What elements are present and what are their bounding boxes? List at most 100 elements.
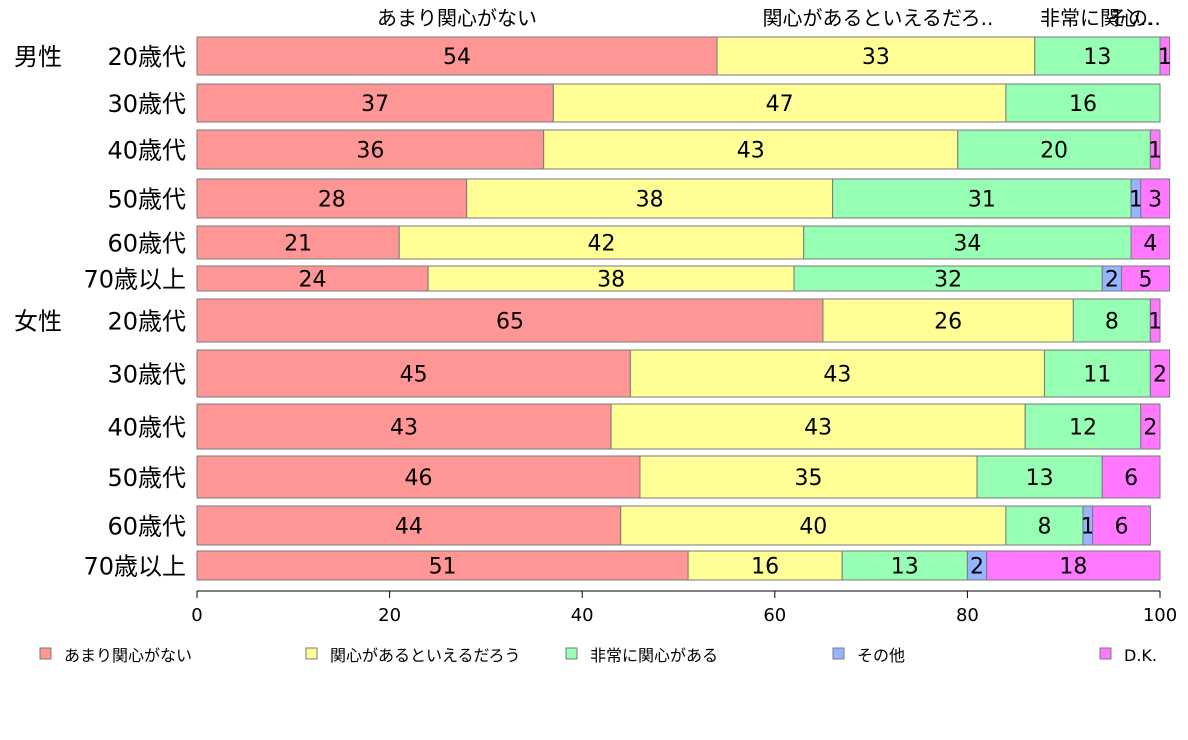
bar-row7-series1: [196, 298, 824, 343]
value-label-row12-series2: 16: [751, 555, 779, 580]
value-label-row11-series2: 40: [799, 515, 827, 540]
bar-row8-series3: [1043, 349, 1151, 398]
value-label-row3-series2: 43: [737, 139, 765, 164]
value-label-row1-series1: 54: [443, 45, 471, 70]
bar-row8-series1: [196, 349, 631, 398]
value-label-row1-series5: 1: [1158, 45, 1172, 70]
value-label-row2-series1: 37: [361, 92, 389, 117]
value-label-row8-series3: 11: [1083, 363, 1111, 388]
legend-label-5: D.K.: [1124, 646, 1157, 665]
legend-label-4: その他: [857, 646, 905, 665]
bar-row8-series5: [1149, 349, 1171, 398]
bar-row10-series2: [639, 455, 978, 499]
bar-row4-series1: [196, 178, 468, 219]
value-label-row5-series3: 34: [953, 232, 981, 257]
bar-row5-series3: [803, 225, 1132, 260]
bar-row6-series5: [1120, 265, 1171, 292]
value-label-row12-series4: 2: [970, 555, 984, 580]
value-label-row4-series3: 31: [968, 188, 996, 213]
value-label-row12-series3: 13: [891, 555, 919, 580]
value-label-row5-series1: 21: [284, 232, 312, 257]
value-label-row10-series5: 6: [1124, 466, 1138, 491]
value-label-row3-series1: 36: [356, 139, 384, 164]
value-label-row7-series3: 8: [1105, 310, 1119, 335]
value-label-row12-series5: 18: [1059, 555, 1087, 580]
bar-row12-series1: [196, 550, 689, 581]
value-label-row4-series2: 38: [636, 188, 664, 213]
bar-row3-series2: [543, 129, 959, 170]
bar-row6-series2: [427, 265, 795, 292]
value-label-row3-series5: 1: [1148, 139, 1162, 164]
bar-row8-series2: [629, 349, 1045, 398]
bar-row7-series2: [822, 298, 1074, 343]
group-label-female: 女性: [14, 308, 62, 336]
value-label-row6-series5: 5: [1139, 268, 1153, 293]
bar-row1-series1: [196, 36, 718, 76]
bar-row12-series3: [841, 550, 968, 581]
bar-row6-series1: [196, 265, 429, 292]
legend-swatch-3: [565, 647, 578, 660]
bar-row1-series2: [716, 36, 1036, 76]
value-label-row5-series2: 42: [587, 232, 615, 257]
value-label-row6-series3: 32: [934, 268, 962, 293]
row-label-6: 70歳以上: [83, 266, 186, 294]
value-label-row9-series3: 12: [1069, 416, 1097, 441]
value-label-row3-series3: 20: [1040, 139, 1068, 164]
bar-row5-series2: [398, 225, 805, 260]
bar-row3-series5: [1149, 129, 1161, 170]
value-label-row9-series2: 43: [804, 416, 832, 441]
value-label-row11-series1: 44: [395, 515, 423, 540]
group-label-male: 男性: [14, 43, 62, 71]
value-label-row6-series2: 38: [597, 268, 625, 293]
legend-swatch-2: [305, 647, 318, 660]
bar-row10-series1: [196, 455, 641, 499]
x-tick-label-100: 100: [1143, 605, 1177, 626]
bar-row10-series3: [976, 455, 1103, 499]
top-label-4: その..: [1108, 6, 1161, 30]
top-label-3: 非常に関心..: [1040, 6, 1153, 30]
bar-row1-series5: [1159, 36, 1171, 76]
value-label-row8-series2: 43: [823, 363, 851, 388]
legend-label-3: 非常に関心がある: [590, 646, 718, 665]
bar-row1-series3: [1034, 36, 1161, 76]
value-label-row1-series3: 13: [1083, 45, 1111, 70]
value-label-row10-series2: 35: [795, 466, 823, 491]
value-label-row9-series5: 2: [1143, 416, 1157, 441]
bar-row5-series5: [1130, 225, 1171, 260]
bar-row4-series5: [1140, 178, 1171, 219]
bar-row3-series3: [957, 129, 1151, 170]
bar-row2-series3: [1005, 83, 1161, 123]
bar-row10-series5: [1101, 455, 1161, 499]
value-label-row9-series1: 43: [390, 416, 418, 441]
row-label-8: 30歳代: [107, 361, 186, 389]
x-tick-label-80: 80: [956, 605, 979, 626]
value-label-row5-series5: 4: [1143, 232, 1157, 257]
bar-row9-series5: [1140, 403, 1161, 450]
bar-row5-series1: [196, 225, 400, 260]
row-label-3: 40歳代: [107, 137, 186, 165]
value-label-row6-series4: 2: [1105, 268, 1119, 293]
value-label-row11-series4: 1: [1081, 515, 1095, 540]
bar-row11-series1: [196, 505, 622, 546]
bar-row9-series3: [1024, 403, 1142, 450]
value-label-row4-series1: 28: [318, 188, 346, 213]
row-label-1: 20歳代: [107, 43, 186, 71]
top-label-2: 関心があるといえるだろ..: [762, 6, 993, 30]
value-label-row4-series4: 1: [1129, 188, 1143, 213]
value-label-row7-series2: 26: [934, 310, 962, 335]
x-tick-label-20: 20: [378, 605, 401, 626]
legend-swatch-1: [39, 647, 52, 660]
legend-label-2: 関心があるといえるだろう: [330, 646, 521, 665]
value-label-row10-series3: 13: [1026, 466, 1054, 491]
legend-label-1: あまり関心がない: [64, 646, 192, 665]
bar-row4-series3: [832, 178, 1132, 219]
bar-row11-series5: [1092, 505, 1151, 546]
value-label-row2-series3: 16: [1069, 92, 1097, 117]
row-label-11: 60歳代: [107, 513, 186, 541]
value-label-row4-series5: 3: [1148, 188, 1162, 213]
value-label-row1-series2: 33: [862, 45, 890, 70]
row-label-9: 40歳代: [107, 414, 186, 442]
bar-row11-series3: [1005, 505, 1084, 546]
